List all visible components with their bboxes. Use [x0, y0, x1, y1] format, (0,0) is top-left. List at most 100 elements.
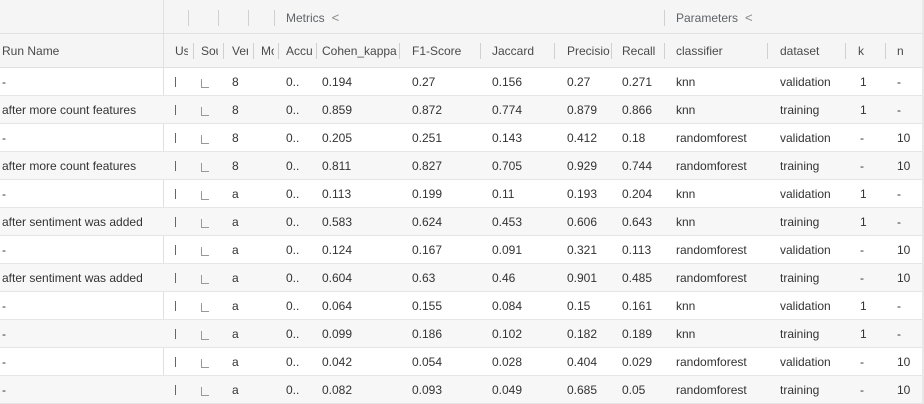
- table-row[interactable]: - a 0.. 0.113 0.199 0.11 0.193 0.204 knn…: [0, 180, 924, 208]
- cell-f1-score: 0.872: [412, 103, 443, 117]
- column-separator[interactable]: [767, 43, 768, 59]
- cell-source[interactable]: [201, 152, 218, 179]
- column-separator[interactable]: [611, 43, 612, 59]
- cell-run-name[interactable]: -: [2, 355, 6, 369]
- column-header-classifier[interactable]: classifier: [676, 44, 723, 58]
- column-separator[interactable]: [399, 43, 400, 59]
- user-icon: [175, 217, 176, 227]
- cell-recall: 0.161: [622, 299, 653, 313]
- cell-run-name[interactable]: -: [2, 131, 6, 145]
- column-header-version[interactable]: Ver: [232, 44, 248, 58]
- table-row[interactable]: after sentiment was added a 0.. 0.604 0.…: [0, 264, 924, 292]
- cell-source[interactable]: [201, 376, 218, 403]
- cell-run-name[interactable]: after more count features: [2, 103, 137, 117]
- cell-precision: 0.321: [567, 243, 598, 257]
- cell-n: 10: [897, 355, 911, 369]
- source-icon[interactable]: [201, 387, 209, 396]
- cell-run-name[interactable]: after more count features: [2, 159, 137, 173]
- column-separator[interactable]: [845, 43, 846, 59]
- cell-run-name[interactable]: -: [2, 299, 6, 313]
- source-icon[interactable]: [201, 303, 209, 312]
- cell-source[interactable]: [201, 96, 218, 123]
- table-row[interactable]: - a 0.. 0.099 0.186 0.102 0.182 0.189 kn…: [0, 320, 924, 348]
- table-row[interactable]: - 8 0.. 0.194 0.27 0.156 0.27 0.271 knn …: [0, 68, 924, 96]
- column-header-recall[interactable]: Recall: [622, 44, 656, 58]
- cell-source[interactable]: [201, 180, 218, 207]
- column-separator[interactable]: [316, 43, 317, 59]
- source-icon[interactable]: [201, 191, 209, 200]
- source-icon[interactable]: [201, 219, 209, 228]
- source-icon[interactable]: [201, 247, 209, 256]
- column-separator[interactable]: [554, 43, 555, 59]
- table-row[interactable]: after more count features 8 0.. 0.811 0.…: [0, 152, 924, 180]
- column-separator[interactable]: [664, 43, 665, 59]
- collapse-metrics-icon[interactable]: <: [331, 10, 340, 25]
- source-icon[interactable]: [201, 135, 209, 144]
- cell-source[interactable]: [201, 320, 218, 347]
- cell-source[interactable]: [201, 124, 218, 151]
- group-separator: [664, 10, 665, 26]
- source-icon[interactable]: [201, 107, 209, 116]
- cell-version: 8: [232, 75, 239, 89]
- column-separator[interactable]: [885, 43, 886, 59]
- column-header-k[interactable]: k: [858, 44, 864, 58]
- cell-source[interactable]: [201, 348, 218, 375]
- cell-source[interactable]: [201, 292, 218, 319]
- scrollbar-edge[interactable]: [922, 0, 924, 403]
- source-icon[interactable]: [201, 79, 209, 88]
- cell-dataset: validation: [780, 243, 831, 257]
- column-header-run-name[interactable]: Run Name: [2, 44, 60, 58]
- column-header-cohen-kappa[interactable]: Cohen_kappa: [322, 44, 397, 58]
- cell-run-name[interactable]: -: [2, 243, 6, 257]
- cell-source[interactable]: [201, 208, 218, 235]
- cell-run-name[interactable]: -: [2, 383, 6, 397]
- cell-precision: 0.27: [567, 75, 591, 89]
- column-separator[interactable]: [480, 43, 481, 59]
- cell-classifier: knn: [676, 327, 696, 341]
- column-header-dataset[interactable]: dataset: [780, 44, 820, 58]
- cell-recall: 0.204: [622, 187, 653, 201]
- column-header-models[interactable]: Mo: [261, 44, 274, 58]
- table-row[interactable]: - a 0.. 0.124 0.167 0.091 0.321 0.113 ra…: [0, 236, 924, 264]
- source-icon[interactable]: [201, 359, 209, 368]
- source-icon[interactable]: [201, 163, 209, 172]
- column-separator[interactable]: [253, 43, 254, 59]
- cell-run-name[interactable]: after sentiment was added: [2, 271, 143, 285]
- cell-source[interactable]: [201, 264, 218, 291]
- cell-dataset: training: [780, 215, 820, 229]
- column-separator[interactable]: [223, 43, 224, 59]
- column-header-user[interactable]: Us: [175, 44, 188, 58]
- cell-version: 8: [232, 159, 239, 173]
- table-row[interactable]: after more count features 8 0.. 0.859 0.…: [0, 96, 924, 124]
- column-separator[interactable]: [193, 43, 194, 59]
- parameters-group-header[interactable]: Parameters <: [676, 0, 753, 33]
- source-icon[interactable]: [201, 275, 209, 284]
- table-row[interactable]: - a 0.. 0.042 0.054 0.028 0.404 0.029 ra…: [0, 348, 924, 376]
- cell-recall: 0.029: [622, 355, 653, 369]
- cell-source[interactable]: [201, 68, 218, 95]
- column-header-f1-score[interactable]: F1-Score: [412, 44, 462, 58]
- group-separator: [218, 10, 219, 26]
- cell-run-name[interactable]: after sentiment was added: [2, 215, 143, 229]
- cell-run-name[interactable]: -: [2, 75, 6, 89]
- table-row[interactable]: - 8 0.. 0.205 0.251 0.143 0.412 0.18 ran…: [0, 124, 924, 152]
- collapse-parameters-icon[interactable]: <: [745, 10, 753, 25]
- column-header-n[interactable]: n: [897, 44, 904, 58]
- table-row[interactable]: - a 0.. 0.082 0.093 0.049 0.685 0.05 ran…: [0, 376, 924, 404]
- cell-cohen-kappa: 0.859: [322, 103, 353, 117]
- cell-accuracy: 0..: [286, 271, 300, 285]
- column-header-source[interactable]: Sou: [201, 44, 218, 58]
- column-separator[interactable]: [278, 43, 279, 59]
- metrics-group-header[interactable]: Metrics <: [286, 0, 339, 33]
- column-header-jaccard[interactable]: Jaccard: [492, 44, 535, 58]
- source-icon[interactable]: [201, 331, 209, 340]
- cell-source[interactable]: [201, 236, 218, 263]
- table-row[interactable]: - a 0.. 0.064 0.155 0.084 0.15 0.161 knn…: [0, 292, 924, 320]
- column-header-precision[interactable]: Precisio: [567, 44, 610, 58]
- table-row[interactable]: after sentiment was added a 0.. 0.583 0.…: [0, 208, 924, 236]
- column-header-accuracy[interactable]: Accu: [286, 44, 312, 58]
- cell-run-name[interactable]: -: [2, 187, 6, 201]
- cell-run-name[interactable]: -: [2, 327, 6, 341]
- cell-accuracy: 0..: [286, 355, 300, 369]
- user-icon: [175, 301, 176, 311]
